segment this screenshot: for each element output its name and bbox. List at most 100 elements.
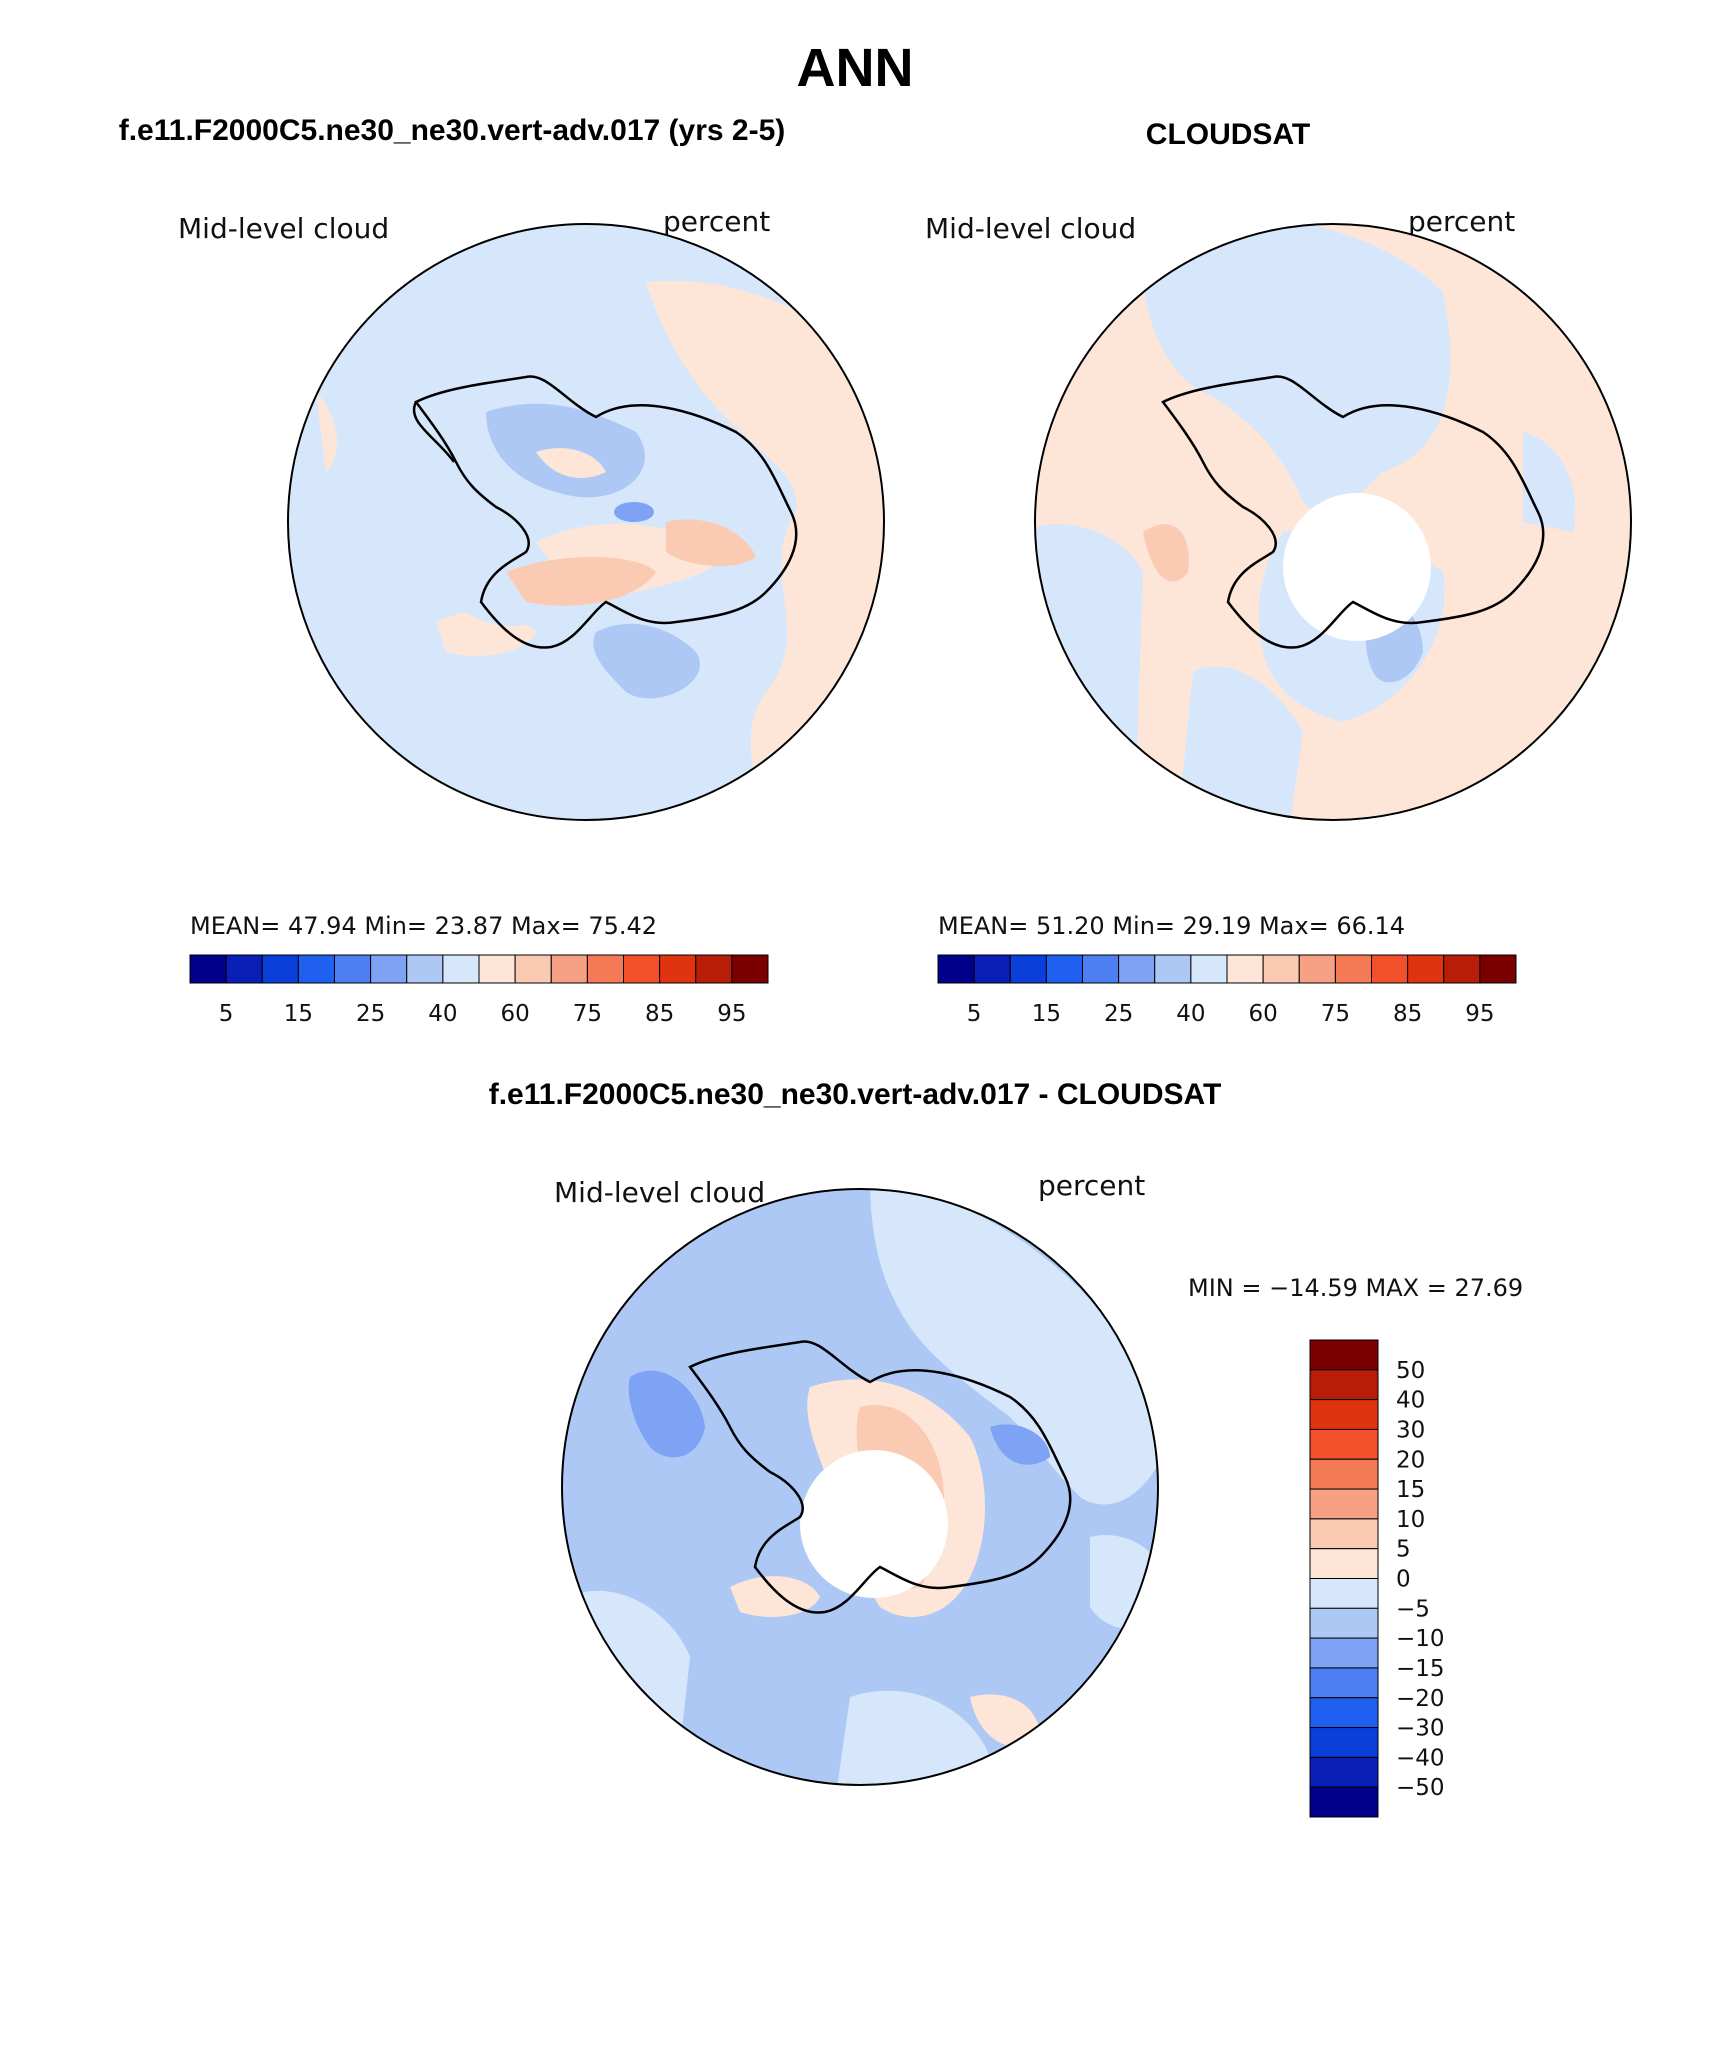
colorbar-swatch: [334, 954, 372, 984]
colorbar-swatch: [442, 954, 480, 984]
colorbar-swatch: [1118, 954, 1156, 984]
colorbar-swatch: [1298, 954, 1336, 984]
colorbar-tick-label: 5: [219, 1001, 234, 1027]
colorbar-tick-label: 25: [1104, 1001, 1133, 1027]
colorbar-swatch: [1309, 1637, 1379, 1669]
colorbar-swatch: [1309, 1786, 1379, 1818]
colorbar-tick-label: 75: [1321, 1001, 1350, 1027]
colorbar-swatch: [1309, 1667, 1379, 1699]
colorbar-tick-label: 15: [1396, 1477, 1425, 1503]
colorbar-swatch: [1407, 954, 1445, 984]
colorbar-tick-label: −5: [1396, 1596, 1430, 1622]
colorbar-tick-label: 40: [1176, 1001, 1205, 1027]
colorbar-swatch: [623, 954, 661, 984]
colorbar-swatch: [1309, 1488, 1379, 1520]
colorbar-tick-label: 85: [1393, 1001, 1422, 1027]
colorbar-swatch: [1262, 954, 1300, 984]
colorbar-tick-label: −50: [1396, 1775, 1445, 1801]
colorbar-tick-label: −40: [1396, 1745, 1445, 1771]
figure-title: ANN: [797, 38, 914, 98]
colorbar-tick-label: 5: [1396, 1537, 1411, 1563]
stats-text: MEAN= 47.94 Min= 23.87 Max= 75.42: [190, 912, 657, 940]
colorbar-tick-label: 20: [1396, 1447, 1425, 1473]
colorbar-swatch: [1082, 954, 1120, 984]
colorbar-swatch: [1479, 954, 1517, 984]
colorbar-tick-label: 95: [1465, 1001, 1494, 1027]
colorbar-tick-label: −15: [1396, 1656, 1445, 1682]
colorbar-swatch: [1045, 954, 1083, 984]
colorbar-tick-label: 0: [1396, 1567, 1411, 1593]
colorbar-tick-label: −20: [1396, 1686, 1445, 1712]
colorbar-swatch: [1334, 954, 1372, 984]
colorbar-swatch: [189, 954, 227, 984]
units-label: percent: [663, 205, 770, 238]
colorbar-swatch: [731, 954, 769, 984]
colorbar-swatch: [297, 954, 335, 984]
panel-title: f.e11.F2000C5.ne30_ne30.vert-adv.017 - C…: [489, 1078, 1222, 1111]
colorbar-swatch: [1309, 1727, 1379, 1758]
colorbar-swatch: [1309, 1578, 1379, 1609]
stats-text: MEAN= 51.20 Min= 29.19 Max= 66.14: [938, 912, 1405, 940]
colorbar-swatch: [1154, 954, 1192, 984]
colorbar-swatch: [1009, 954, 1047, 984]
colorbar-tick-label: 85: [645, 1001, 674, 1027]
colorbar-swatch: [1309, 1428, 1379, 1460]
panel-difference: f.e11.F2000C5.ne30_ne30.vert-adv.017 - C…: [489, 1078, 1523, 1818]
colorbar-tick-label: 95: [717, 1001, 746, 1027]
variable-label: Mid-level cloud: [178, 212, 389, 245]
colorbar-swatch: [586, 954, 624, 984]
colorbar-swatch: [1309, 1548, 1379, 1579]
colorbar-swatch: [1309, 1756, 1379, 1788]
colorbar-tick-label: −30: [1396, 1716, 1445, 1742]
colorbar-swatch: [261, 954, 299, 984]
colorbar-tick-label: 40: [428, 1001, 457, 1027]
variable-label: Mid-level cloud: [925, 212, 1136, 245]
colorbar-swatch: [1190, 954, 1228, 984]
colorbar-swatch: [370, 954, 408, 984]
stats-text: MIN = −14.59 MAX = 27.69: [1188, 1274, 1523, 1302]
colorbar-tick-label: 15: [284, 1001, 313, 1027]
colorbar-tick-label: 30: [1396, 1417, 1425, 1443]
colorbar-swatch: [1443, 954, 1481, 984]
panel-title: CLOUDSAT: [1146, 118, 1310, 151]
colorbar-swatch: [225, 954, 263, 984]
colorbar-swatch: [1309, 1369, 1379, 1401]
colorbar-swatch: [1226, 954, 1264, 984]
colorbar-swatch: [1371, 954, 1409, 984]
units-label: percent: [1038, 1169, 1145, 1202]
colorbar-swatch: [1309, 1518, 1379, 1550]
colorbar-tick-label: −10: [1396, 1626, 1445, 1652]
colorbar-swatch: [937, 954, 975, 984]
colorbar-tick-label: 50: [1396, 1358, 1425, 1384]
panel-cloudsat: CLOUDSAT Mid-level cloud percent MEAN= 5…: [925, 118, 1632, 1027]
colorbar-tick-label: 15: [1032, 1001, 1061, 1027]
colorbar: 5 15 25 40 60 75 85 95: [189, 954, 769, 1027]
colorbar-swatch: [514, 954, 552, 984]
polar-map: [561, 1188, 1159, 1786]
colorbar-swatch: [1309, 1339, 1379, 1371]
colorbar: 5 15 25 40 60 75 85 95: [937, 954, 1517, 1027]
variable-label: Mid-level cloud: [554, 1176, 765, 1209]
colorbar-tick-label: 25: [356, 1001, 385, 1027]
colorbar-swatch: [1309, 1697, 1379, 1729]
colorbar-swatch: [659, 954, 697, 984]
colorbar-swatch: [1309, 1458, 1379, 1490]
colorbar-swatch: [973, 954, 1011, 984]
colorbar-tick-label: 60: [500, 1001, 529, 1027]
colorbar-swatch: [1309, 1399, 1379, 1430]
panel-title: f.e11.F2000C5.ne30_ne30.vert-adv.017 (yr…: [119, 114, 786, 147]
panel-model: f.e11.F2000C5.ne30_ne30.vert-adv.017 (yr…: [119, 114, 885, 1027]
colorbar-tick-label: 60: [1248, 1001, 1277, 1027]
colorbar-swatch: [1309, 1607, 1379, 1639]
colorbar-tick-label: 40: [1396, 1388, 1425, 1414]
colorbar-swatch: [695, 954, 733, 984]
colorbar-tick-label: 10: [1396, 1507, 1425, 1533]
colorbar-tick-label: 5: [967, 1001, 982, 1027]
units-label: percent: [1408, 205, 1515, 238]
colorbar-swatch: [406, 954, 444, 984]
colorbar-swatch: [550, 954, 588, 984]
polar-map: [1034, 223, 1632, 821]
colorbar-tick-label: 75: [573, 1001, 602, 1027]
